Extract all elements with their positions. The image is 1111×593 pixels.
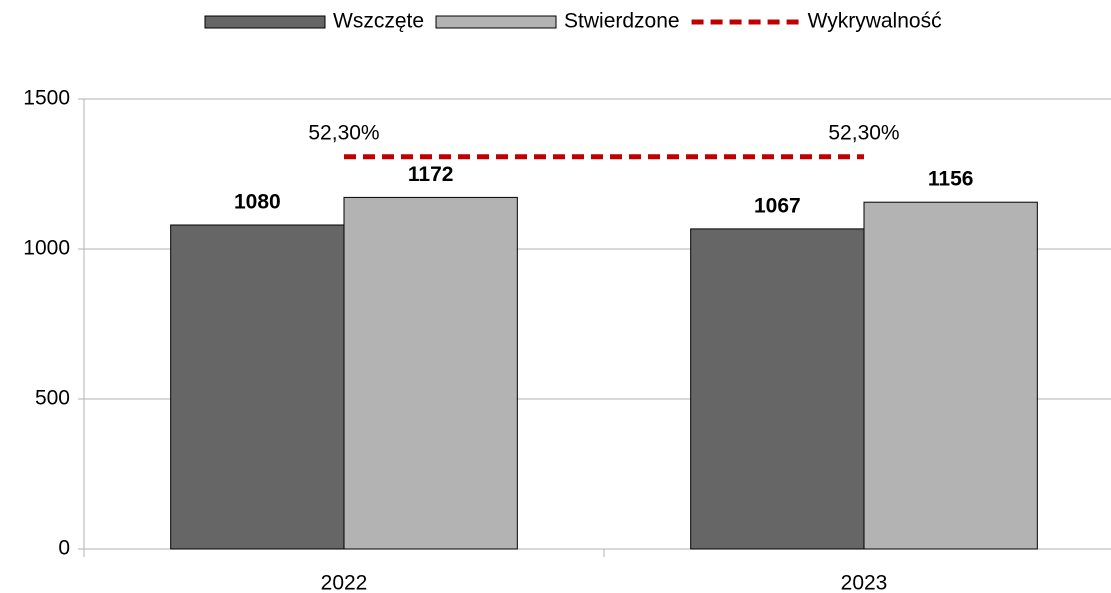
line-value-label: 52,30% [828, 121, 899, 144]
legend-label: Wszczęte [333, 10, 424, 33]
y-tick-label: 0 [58, 537, 70, 560]
bar [170, 224, 345, 550]
bar [343, 196, 518, 550]
y-tick-label: 1000 [23, 237, 70, 260]
bar-value-label: 1080 [234, 191, 281, 214]
bar-value-label: 1172 [408, 163, 454, 186]
x-tick-label: 2022 [321, 572, 368, 593]
legend-label: Stwierdzone [564, 10, 680, 33]
bar-value-label: 1156 [928, 168, 974, 191]
legend-label: Wykrywalność [808, 10, 942, 33]
y-tick-label: 500 [35, 387, 70, 410]
line-value-label: 52,30% [308, 121, 379, 144]
legend-swatch [435, 15, 557, 29]
y-tick-label: 1500 [23, 87, 70, 110]
legend-swatch [204, 15, 326, 29]
bar-value-label: 1067 [754, 194, 801, 217]
bar [863, 201, 1038, 550]
bar [690, 228, 865, 550]
x-tick-label: 2023 [841, 572, 888, 593]
